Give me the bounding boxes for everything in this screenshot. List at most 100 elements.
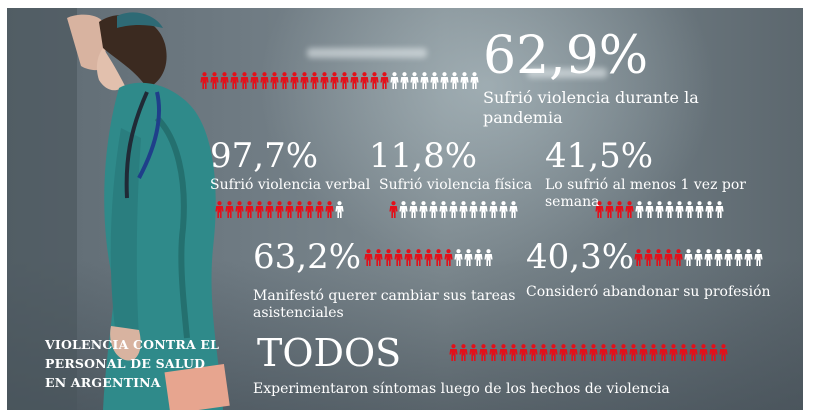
person-icon: [469, 344, 478, 361]
person-icon: [664, 249, 673, 266]
person-icon: [280, 72, 289, 89]
person-icon: [260, 72, 269, 89]
person-icon: [450, 72, 459, 89]
person-icon: [479, 344, 488, 361]
person-icon: [470, 72, 479, 89]
stat-pandemia-label: Sufrió violencia durante la pandemia: [483, 88, 699, 128]
person-icon: [454, 249, 463, 266]
person-icon: [744, 249, 753, 266]
person-icon: [615, 201, 624, 218]
stat-pandemia-value: 62,9%: [483, 26, 649, 86]
person-icon: [270, 72, 279, 89]
person-icon: [404, 249, 413, 266]
person-icon: [420, 72, 429, 89]
person-icon: [605, 201, 614, 218]
person-icon: [459, 344, 468, 361]
person-icon: [705, 201, 714, 218]
stat-todos-value: TODOS: [257, 331, 402, 375]
person-icon: [644, 249, 653, 266]
person-icon: [579, 344, 588, 361]
person-icon: [250, 72, 259, 89]
person-icon: [325, 201, 334, 218]
person-icon: [400, 72, 409, 89]
person-icon: [619, 344, 628, 361]
person-icon: [215, 201, 224, 218]
stat-fisica-label: Sufrió violencia física: [379, 177, 533, 193]
person-icon: [719, 344, 728, 361]
person-icon: [499, 201, 508, 218]
person-icon: [715, 201, 724, 218]
person-icon: [589, 344, 598, 361]
person-icon: [220, 72, 229, 89]
person-icon: [414, 249, 423, 266]
person-icon: [609, 344, 618, 361]
person-icon: [300, 72, 309, 89]
person-icon: [489, 344, 498, 361]
person-icon: [245, 201, 254, 218]
person-icon: [409, 201, 418, 218]
icon-row-todos: [449, 344, 728, 361]
stat-abandonar-value: 40,3%: [526, 237, 635, 277]
person-icon: [704, 249, 713, 266]
icon-row-verbal: [215, 201, 344, 218]
person-icon: [625, 201, 634, 218]
person-icon: [320, 72, 329, 89]
person-icon: [639, 344, 648, 361]
person-icon: [394, 249, 403, 266]
stat-fisica-value: 11,8%: [369, 136, 478, 176]
icon-row-cambiar: [364, 249, 493, 266]
person-icon: [364, 249, 373, 266]
infographic: VIOLENCIA CONTRA EL PERSONAL DE SALUD EN…: [7, 8, 803, 410]
person-icon: [549, 344, 558, 361]
person-icon: [265, 201, 274, 218]
person-icon: [399, 201, 408, 218]
person-icon: [675, 201, 684, 218]
icon-row-fisica: [389, 201, 518, 218]
stat-verbal-label: Sufrió violencia verbal: [210, 177, 371, 193]
person-icon: [685, 201, 694, 218]
person-icon: [695, 201, 704, 218]
person-icon: [380, 72, 389, 89]
person-icon: [374, 249, 383, 266]
person-icon: [225, 201, 234, 218]
person-icon: [275, 201, 284, 218]
person-icon: [370, 72, 379, 89]
stat-semana-label: Lo sufrió al menos 1 vez por semana: [545, 177, 746, 210]
person-icon: [529, 344, 538, 361]
person-icon: [679, 344, 688, 361]
person-icon: [714, 249, 723, 266]
person-icon: [665, 201, 674, 218]
stat-pandemia-label-line-2: pandemia: [483, 108, 563, 127]
person-icon: [424, 249, 433, 266]
headline-line-2: PERSONAL DE SALUD: [45, 356, 206, 371]
person-icon: [489, 201, 498, 218]
headline-line-3: EN ARGENTINA: [45, 375, 161, 390]
person-icon: [200, 72, 209, 89]
person-icon: [419, 201, 428, 218]
person-icon: [599, 344, 608, 361]
person-icon: [240, 72, 249, 89]
person-icon: [519, 344, 528, 361]
person-icon: [449, 344, 458, 361]
person-icon: [684, 249, 693, 266]
stat-abandonar-label: Consideró abandonar su profesión: [526, 284, 771, 300]
person-icon: [235, 201, 244, 218]
icon-row-semana: [595, 201, 724, 218]
person-icon: [350, 72, 359, 89]
person-icon: [384, 249, 393, 266]
stat-cambiar-value: 63,2%: [253, 237, 362, 277]
headline: VIOLENCIA CONTRA EL PERSONAL DE SALUD EN…: [45, 335, 219, 392]
person-icon: [459, 201, 468, 218]
person-icon: [479, 201, 488, 218]
person-icon: [699, 344, 708, 361]
stat-todos-label: Experimentaron síntomas luego de los hec…: [253, 381, 670, 397]
person-icon: [654, 249, 663, 266]
person-icon: [629, 344, 638, 361]
person-icon: [335, 201, 344, 218]
person-icon: [444, 249, 453, 266]
person-icon: [649, 344, 658, 361]
nurse-photo: [7, 8, 230, 410]
person-icon: [509, 201, 518, 218]
person-icon: [694, 249, 703, 266]
person-icon: [434, 249, 443, 266]
